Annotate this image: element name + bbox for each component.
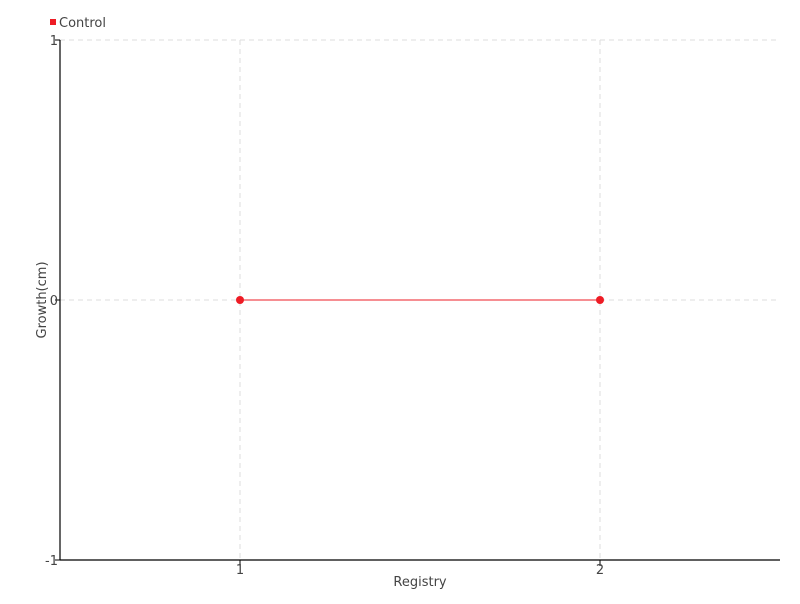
legend-swatch (50, 19, 56, 25)
data-point (596, 296, 604, 304)
y-tick-label: 1 (50, 34, 58, 49)
x-tick-label: 2 (596, 563, 604, 578)
x-tick-label: 1 (236, 563, 244, 578)
x-axis-label: Registry (393, 575, 447, 590)
y-tick-label: -1 (45, 554, 58, 569)
y-axis-label: Growth(cm) (35, 261, 50, 338)
data-point (236, 296, 244, 304)
series (236, 296, 604, 304)
legend: Control (50, 16, 106, 31)
ticks: 1 2 -1 0 1 (45, 34, 604, 578)
legend-label: Control (59, 16, 106, 31)
y-tick-label: 0 (50, 294, 58, 309)
